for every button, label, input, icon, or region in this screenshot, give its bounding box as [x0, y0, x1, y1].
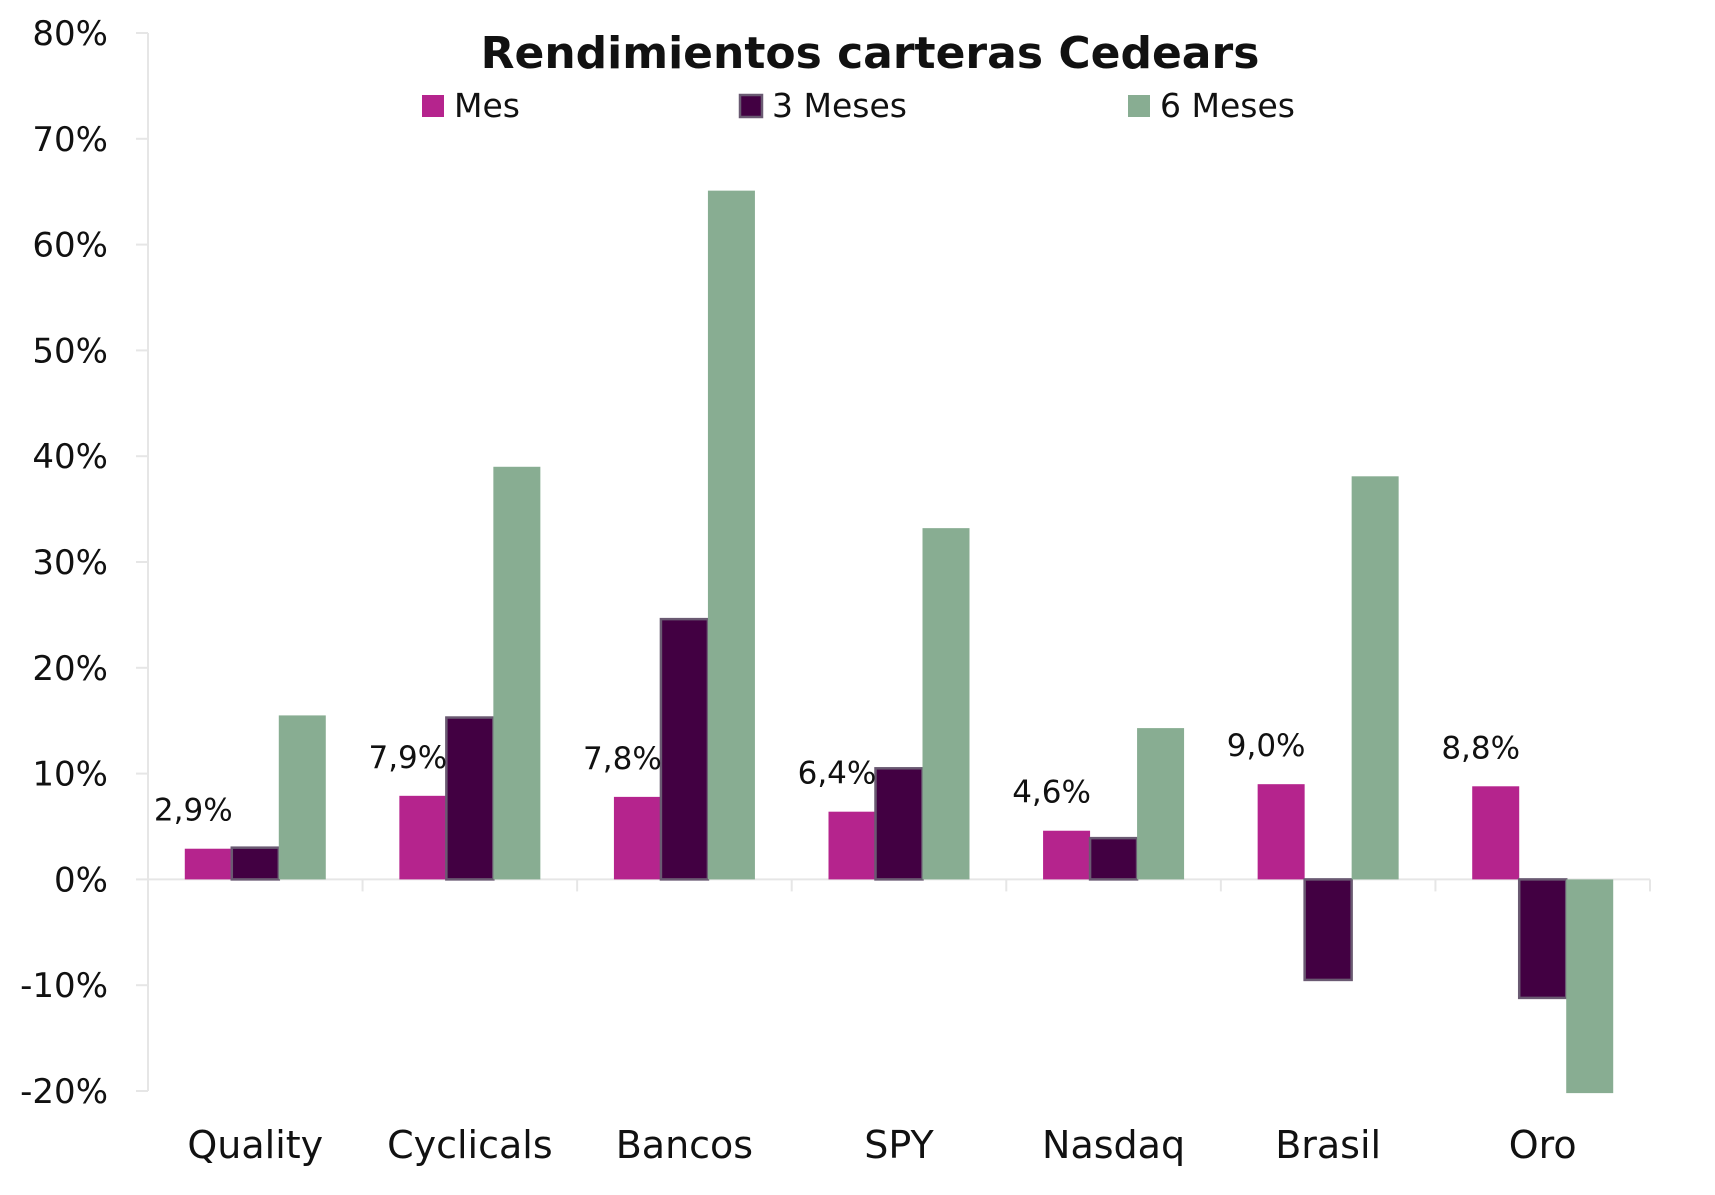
category-label: Brasil	[1275, 1123, 1381, 1167]
data-label: 9,0%	[1227, 728, 1306, 764]
data-label: 7,8%	[583, 741, 662, 777]
bars	[184, 190, 1614, 1094]
bar-mes	[828, 811, 876, 880]
bar-3-meses	[874, 767, 924, 881]
bar-6-meses	[493, 466, 541, 880]
y-axis: 80% 70% 60% 50% 40% 30% 20% 10% 0% -10% -20%	[20, 14, 149, 1112]
y-tick-label: -10%	[20, 966, 108, 1006]
bar-3-meses	[445, 716, 495, 881]
category-label: Quality	[187, 1123, 323, 1167]
legend-swatch	[738, 93, 764, 119]
data-labels: 2,9% 7,9% 7,8% 6,4% 4,6% 9,0% 8,8%	[154, 728, 1520, 829]
y-tick-label: 80%	[32, 14, 108, 54]
bar-6-meses	[278, 715, 326, 880]
category-label: Cyclicals	[387, 1123, 553, 1167]
data-label: 7,9%	[368, 740, 447, 776]
y-tick-label: -20%	[20, 1072, 108, 1112]
legend-swatch	[422, 95, 444, 117]
legend: Mes 3 Meses 6 Meses	[422, 86, 1295, 125]
category-label: Nasdaq	[1042, 1123, 1185, 1167]
bar-mes	[613, 796, 661, 880]
bar-mes	[1043, 830, 1091, 880]
category-label: SPY	[864, 1123, 934, 1167]
bar-3-meses	[1303, 878, 1353, 982]
bar-mes	[1472, 786, 1520, 880]
data-label: 6,4%	[798, 756, 877, 792]
bar-6-meses	[707, 190, 755, 880]
category-label: Bancos	[616, 1123, 753, 1167]
data-label: 4,6%	[1012, 775, 1091, 811]
legend-label: 6 Meses	[1160, 86, 1295, 125]
bar-3-meses	[1517, 878, 1568, 1000]
bar-mes	[1257, 784, 1305, 880]
bar-mes	[399, 795, 447, 880]
bar-6-meses	[1566, 879, 1614, 1094]
x-axis: Quality Cyclicals Bancos SPY Nasdaq Brasil Oro	[147, 878, 1651, 1167]
data-label: 8,8%	[1441, 730, 1520, 766]
y-tick-label: 70%	[32, 120, 108, 160]
bar-3-meses	[230, 846, 281, 881]
chart-title: Rendimientos carteras Cedears	[481, 28, 1260, 79]
y-tick-label: 40%	[32, 437, 108, 477]
bar-mes	[184, 848, 232, 880]
y-tick-label: 0%	[54, 860, 108, 900]
bar-6-meses	[1137, 728, 1185, 880]
y-tick-label: 30%	[32, 543, 108, 583]
bar-3-meses	[659, 617, 710, 881]
y-tick-label: 20%	[32, 649, 108, 689]
y-tick-label: 50%	[32, 331, 108, 371]
legend-label: 3 Meses	[772, 86, 907, 125]
legend-swatch	[1128, 95, 1150, 117]
y-tick-label: 60%	[32, 226, 108, 266]
category-label: Oro	[1509, 1123, 1577, 1167]
bar-6-meses	[922, 528, 970, 880]
legend-label: Mes	[454, 86, 520, 125]
y-tick-label: 10%	[32, 755, 108, 795]
bar-3-meses	[1088, 836, 1139, 881]
data-label: 2,9%	[154, 793, 233, 829]
bar-6-meses	[1351, 476, 1399, 880]
